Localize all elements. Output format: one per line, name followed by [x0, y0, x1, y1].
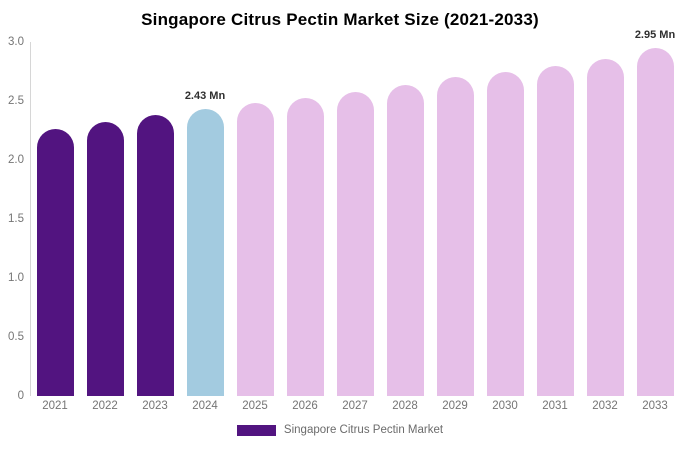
y-tick-label-0.5: 0.5	[8, 331, 24, 343]
bar-2024[interactable]	[186, 109, 224, 396]
bar-2031[interactable]	[536, 65, 574, 396]
bar-2026[interactable]	[286, 97, 324, 396]
y-tick-label-0: 0	[17, 390, 24, 402]
x-tick-label-2029: 2029	[442, 400, 468, 412]
y-tick-label-1.5: 1.5	[8, 213, 24, 225]
x-tick-label-2026: 2026	[292, 400, 318, 412]
bar-2027[interactable]	[336, 91, 374, 396]
legend-item[interactable]: Singapore Citrus Pectin Market	[0, 424, 680, 436]
bar-2021[interactable]	[36, 129, 74, 396]
x-tick-label-2024: 2024	[192, 400, 218, 412]
bar-2033[interactable]	[636, 47, 674, 396]
y-tick-label-1.0: 1.0	[8, 272, 24, 284]
value-label-2033: 2.95 Mn	[634, 28, 676, 41]
bar-2022[interactable]	[86, 122, 124, 396]
chart-title: Singapore Citrus Pectin Market Size (202…	[141, 10, 539, 29]
x-tick-label-2025: 2025	[242, 400, 268, 412]
x-tick-label-2030: 2030	[492, 400, 518, 412]
x-tick-label-2023: 2023	[142, 400, 168, 412]
y-tick-label-2.0: 2.0	[8, 154, 24, 166]
value-label-2024: 2.43 Mn	[184, 90, 226, 103]
bar-2032[interactable]	[586, 58, 624, 396]
bar-2030[interactable]	[486, 71, 524, 396]
bar-2028[interactable]	[386, 84, 424, 396]
x-tick-label-2031: 2031	[542, 400, 568, 412]
y-axis-line	[30, 42, 31, 396]
bar-2029[interactable]	[436, 77, 474, 396]
x-tick-label-2022: 2022	[92, 400, 118, 412]
y-tick-label-2.5: 2.5	[8, 95, 24, 107]
bar-2025[interactable]	[236, 103, 274, 396]
x-tick-label-2033: 2033	[642, 400, 668, 412]
x-tick-label-2027: 2027	[342, 400, 368, 412]
x-tick-label-2032: 2032	[592, 400, 618, 412]
y-tick-label-3.0: 3.0	[8, 36, 24, 48]
bar-2023[interactable]	[136, 115, 174, 396]
legend-swatch	[236, 424, 276, 436]
plot-area	[30, 42, 680, 396]
x-tick-label-2021: 2021	[42, 400, 68, 412]
x-tick-label-2028: 2028	[392, 400, 418, 412]
legend-label: Singapore Citrus Pectin Market	[283, 424, 444, 436]
